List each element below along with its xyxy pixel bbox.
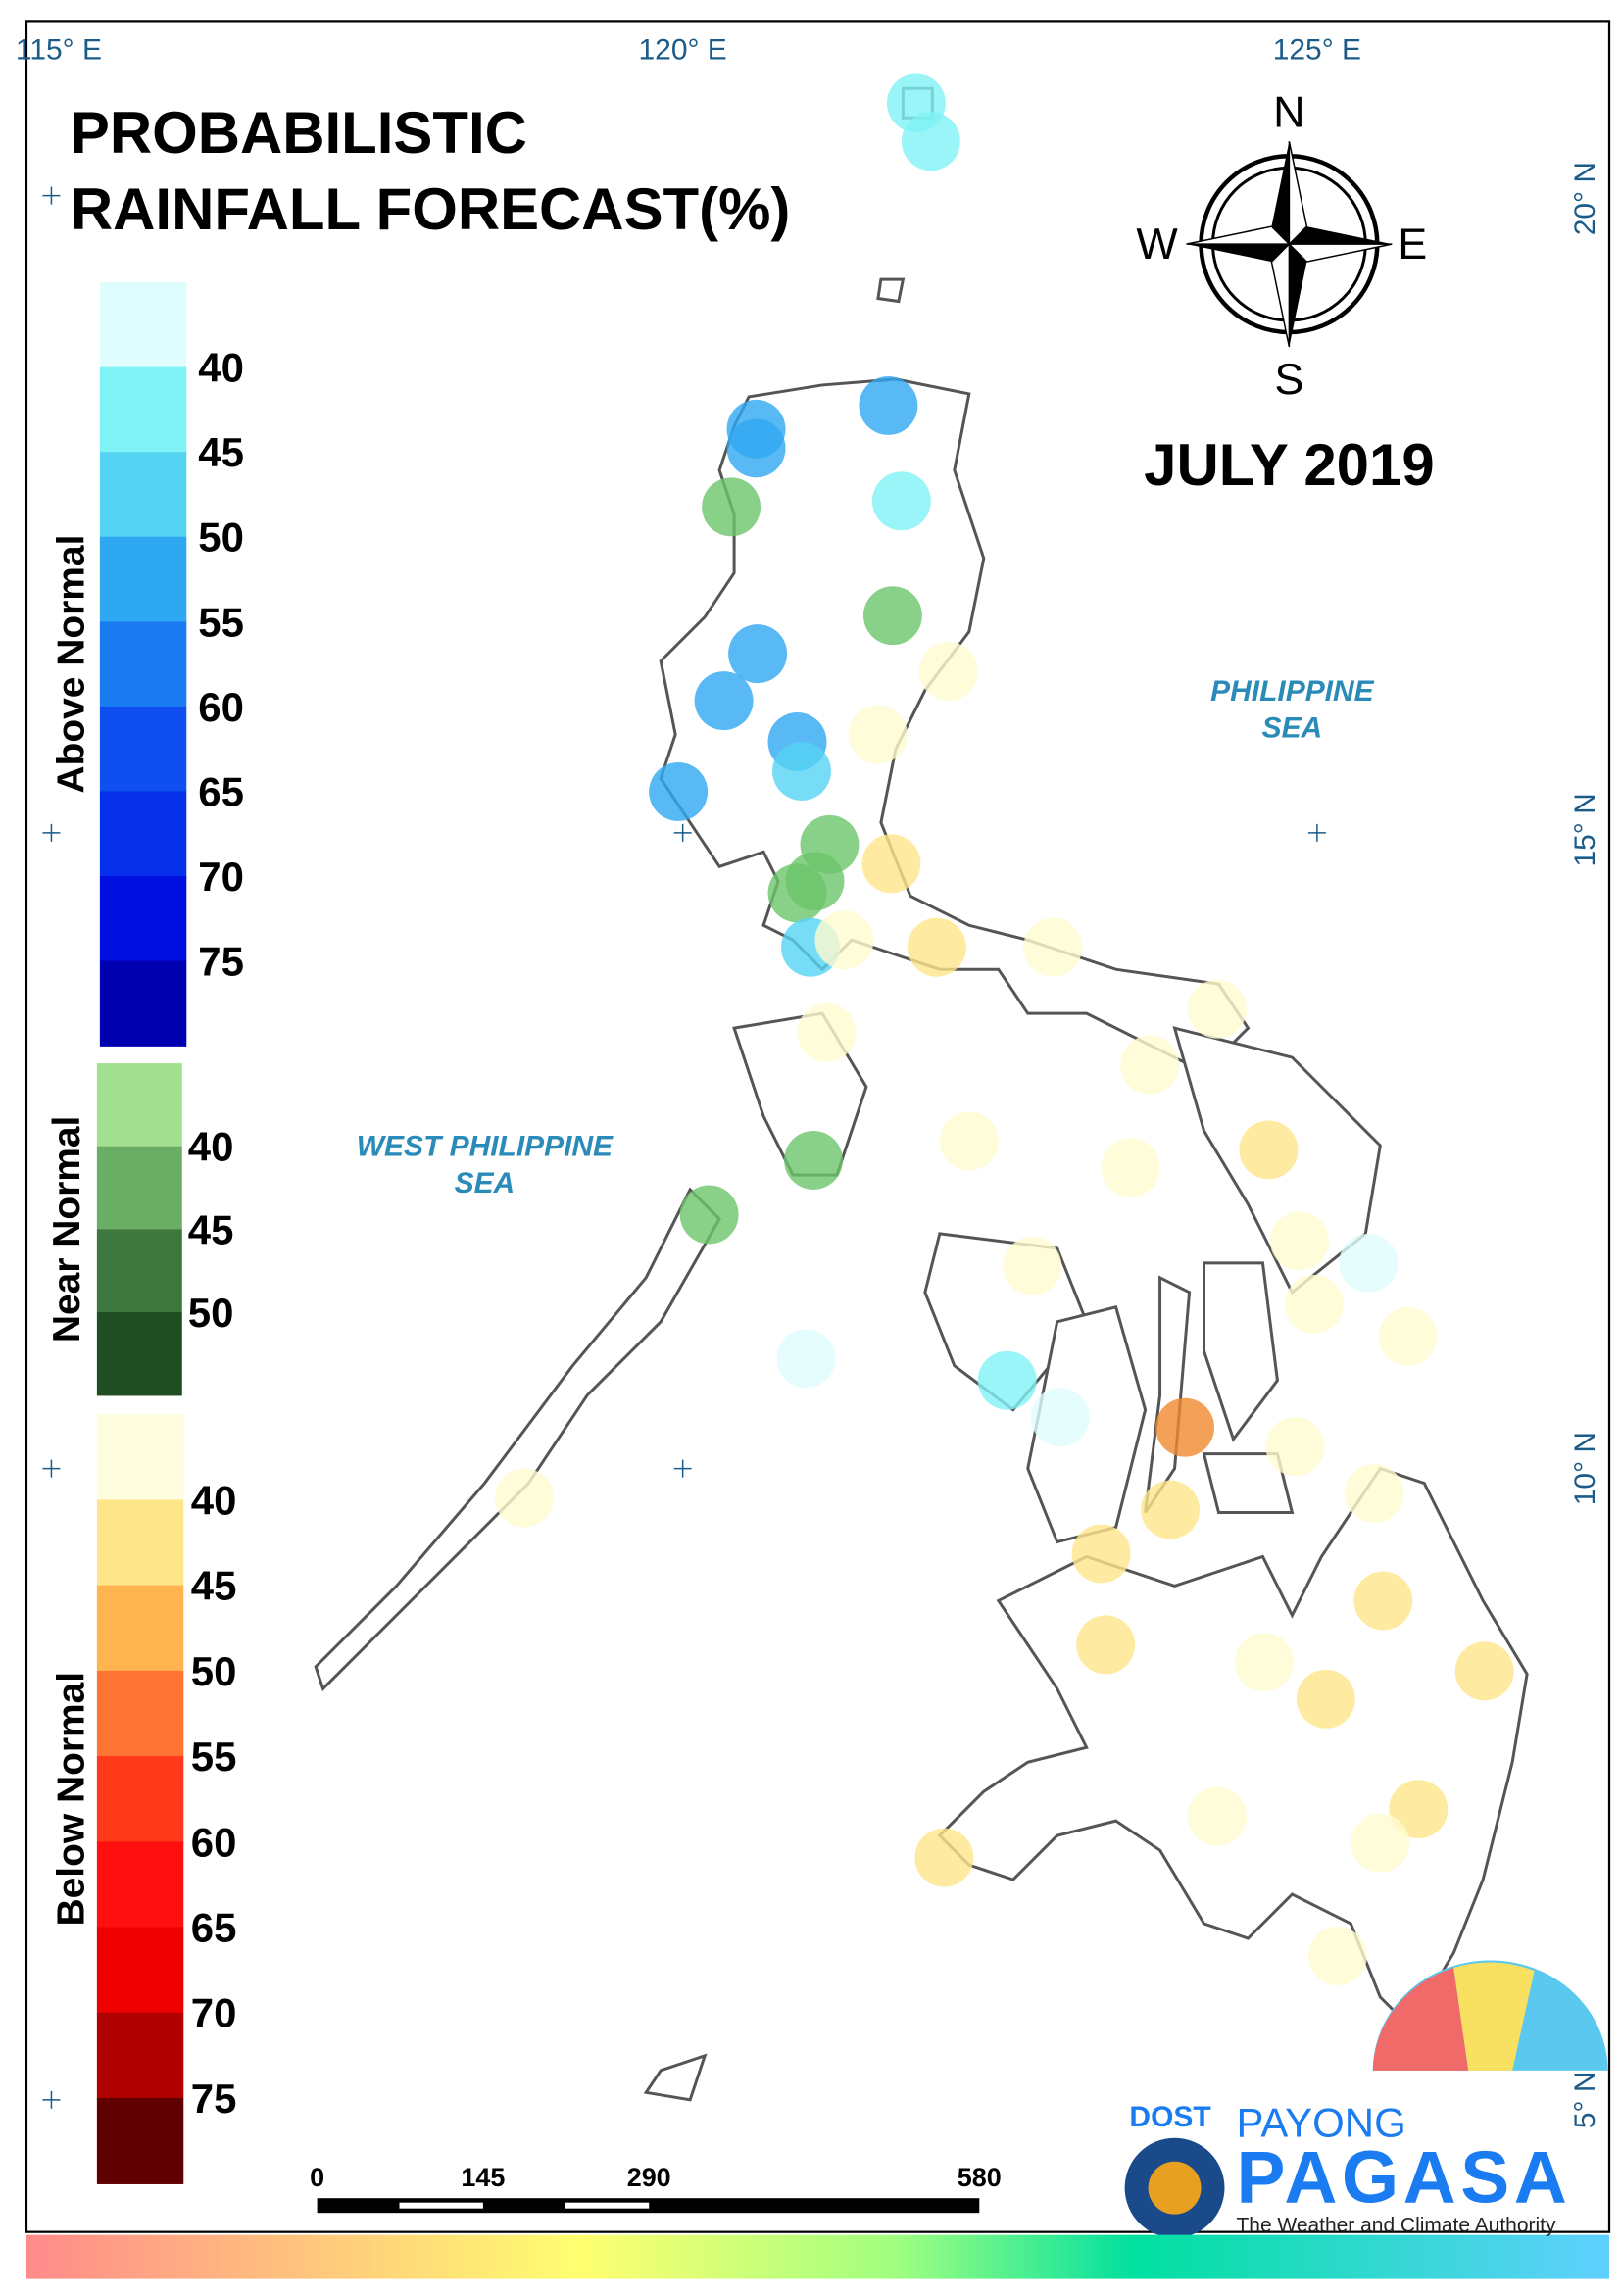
legend-swatch: [99, 452, 187, 538]
latitude-label: 15° N: [1569, 793, 1601, 866]
legend-label: 50: [188, 1290, 234, 1336]
legend-label: 50: [198, 514, 244, 561]
latitude-label: 10° N: [1569, 1432, 1601, 1505]
legend-label: 70: [191, 1990, 237, 2036]
legend-swatch: [96, 1585, 184, 1672]
legend-label: 75: [191, 2076, 237, 2122]
forecast-dots: [494, 73, 1514, 1985]
legend-label: 70: [198, 854, 244, 900]
legend-label: 55: [191, 1734, 237, 1780]
legend-group-name: Below Normal: [50, 1672, 92, 1927]
legend-label: 60: [191, 1819, 237, 1865]
legend-swatch: [96, 1927, 184, 2014]
legend-label: 65: [198, 768, 244, 814]
scale-label: 0: [310, 2163, 324, 2192]
legend-swatch: [99, 706, 187, 793]
legend-label: 60: [198, 684, 244, 730]
legend-swatch: [99, 791, 187, 877]
legend-swatch: [96, 2097, 184, 2184]
compass: [1186, 141, 1393, 348]
legend-label: 75: [198, 939, 244, 985]
period: JULY 2019: [1144, 432, 1434, 498]
compass-west: W: [1136, 219, 1178, 269]
color-band: [25, 2234, 1610, 2279]
legend-label: 45: [198, 429, 244, 475]
grid-crosses: [42, 186, 1326, 2109]
scale-bar: [317, 2198, 980, 2214]
sea-label: WEST PHILIPPINE: [357, 1130, 614, 1162]
compass-south: S: [1274, 354, 1303, 404]
logo: [1124, 1960, 1608, 2238]
scale-label: 145: [461, 2163, 505, 2192]
legend-label: 50: [191, 1648, 237, 1694]
logo-program: PAYONG: [1236, 2099, 1405, 2145]
scale-label: 580: [958, 2163, 1002, 2192]
logo-agency: DOST: [1129, 2101, 1210, 2133]
legend-label: 40: [188, 1124, 234, 1170]
legend-label: 40: [198, 345, 244, 391]
legend-swatch: [96, 1063, 182, 1148]
legend-label: 55: [198, 599, 244, 645]
title-line: PROBABILISTIC: [71, 100, 527, 166]
compass-east: E: [1398, 219, 1427, 269]
legend-swatch: [96, 1312, 182, 1396]
legend-swatch: [96, 1756, 184, 1843]
legend-group-name: Above Normal: [50, 535, 92, 794]
longitude-label: 125° E: [1273, 33, 1361, 66]
latitude-label: 20° N: [1569, 162, 1601, 235]
legend-label: 45: [188, 1206, 234, 1252]
legend-swatch: [96, 2012, 184, 2099]
sea-label: SEA: [455, 1167, 516, 1199]
sea-label: SEA: [1262, 712, 1323, 745]
legend-label: 65: [191, 1905, 237, 1951]
legend-swatch: [99, 621, 187, 708]
legend-swatch: [99, 366, 187, 453]
compass-north: N: [1273, 86, 1304, 136]
title-line: RAINFALL FORECAST(%): [71, 176, 790, 242]
legend-label: 45: [191, 1563, 237, 1609]
legend-swatch: [99, 960, 187, 1047]
legend-swatch: [96, 1499, 184, 1587]
legend-swatch: [96, 1146, 182, 1231]
longitude-label: 115° E: [16, 33, 102, 66]
scale-label: 290: [627, 2163, 671, 2192]
legend-swatch: [99, 282, 187, 368]
longitude-label: 120° E: [639, 33, 727, 66]
legend-swatch: [99, 536, 187, 623]
logo-name: PAGASA: [1236, 2136, 1571, 2219]
latitude-label: 5° N: [1569, 2072, 1601, 2129]
legend-group-name: Near Normal: [46, 1116, 88, 1343]
logo-tagline: The Weather and Climate Authority: [1236, 2215, 1555, 2237]
legend-swatch: [96, 1414, 184, 1501]
legend-label: 40: [191, 1477, 237, 1523]
sea-label: PHILIPPINE: [1210, 675, 1374, 708]
legend-swatch: [96, 1841, 184, 1929]
legend-swatch: [96, 1229, 182, 1313]
legend-swatch: [96, 1670, 184, 1757]
legend-swatch: [99, 875, 187, 962]
